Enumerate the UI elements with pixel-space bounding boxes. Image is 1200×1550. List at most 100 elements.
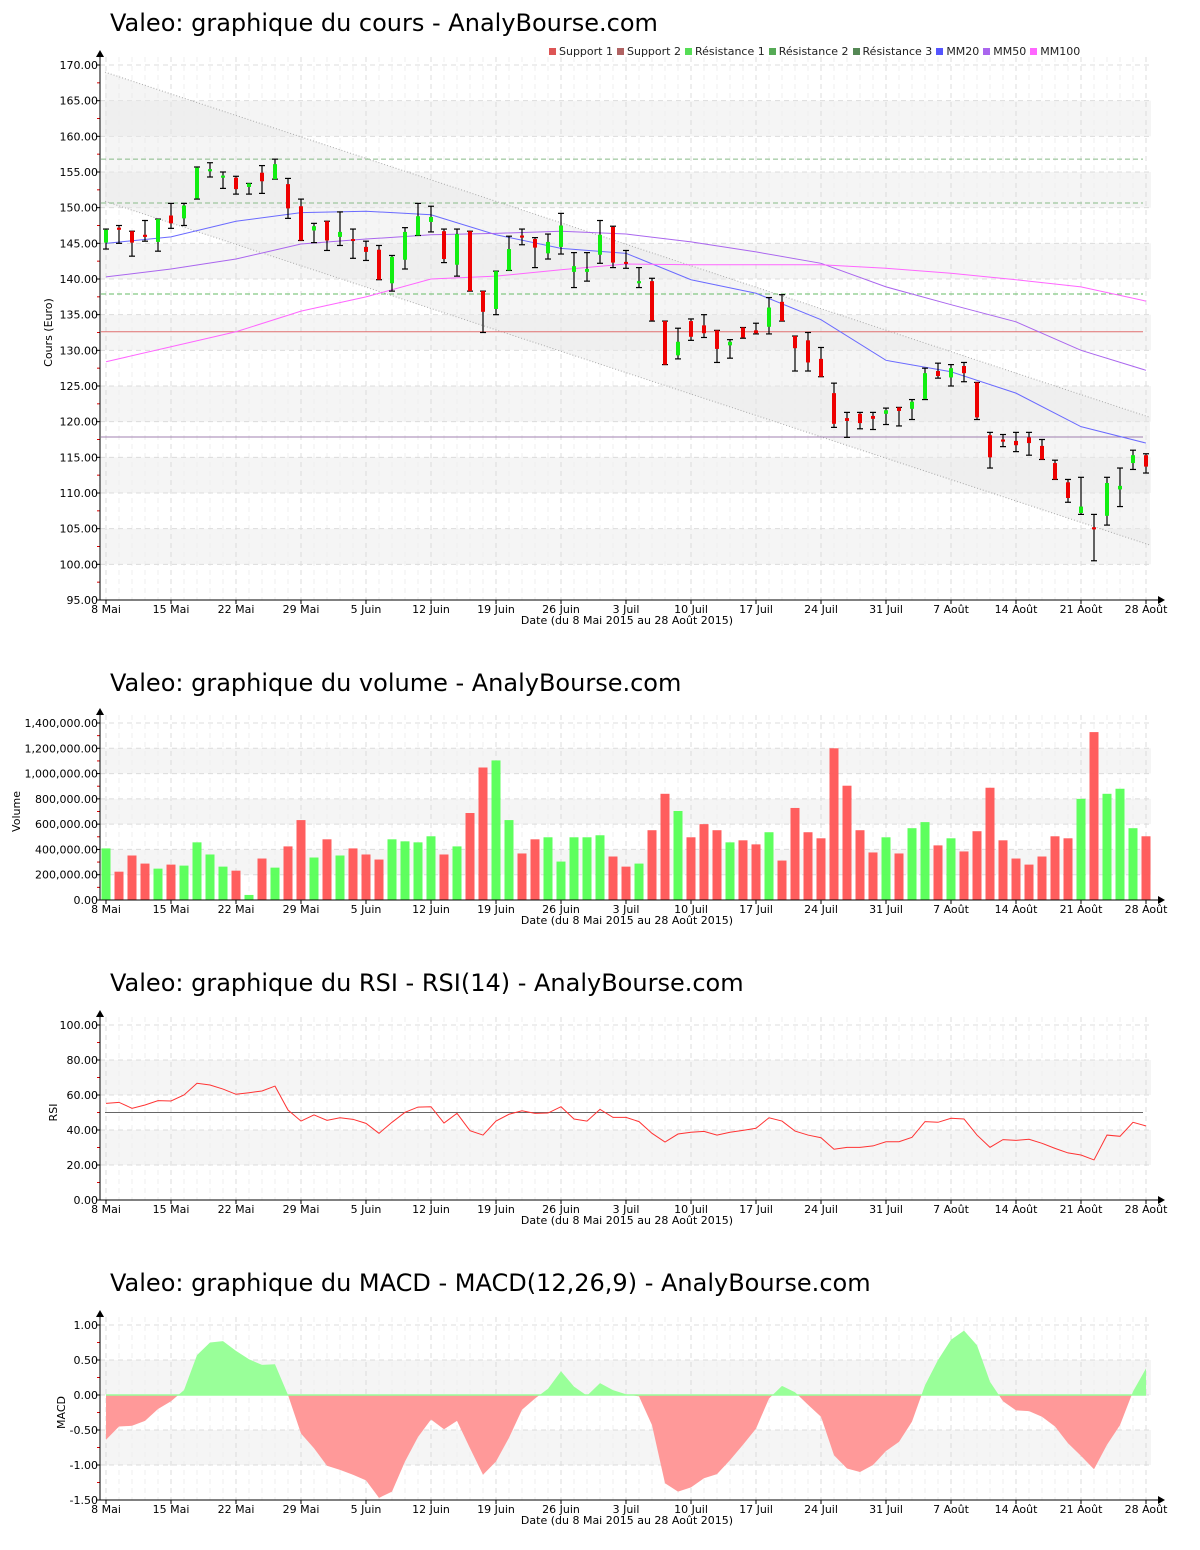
volume-bar <box>1128 828 1138 900</box>
y-axis-label: Volume <box>10 791 23 832</box>
candle <box>506 235 512 272</box>
volume-bar <box>166 864 176 900</box>
candle <box>1117 467 1123 508</box>
volume-bar <box>608 856 618 900</box>
candle-body <box>884 410 888 414</box>
mm50-line <box>105 230 1147 371</box>
candle <box>779 294 785 322</box>
x-tick-label: 7 Août <box>933 603 970 616</box>
candle <box>467 230 473 292</box>
x-tick-label: 29 Mai <box>283 1503 320 1516</box>
candle-body <box>585 269 589 272</box>
x-tick-label: 10 Juil <box>674 903 708 916</box>
candle-body <box>767 307 771 327</box>
volume-bar <box>660 793 670 900</box>
x-axis-label: Date (du 8 Mai 2015 au 28 Août 2015) <box>521 1214 733 1227</box>
volume-bar <box>491 760 501 900</box>
y-tick-label: 140.00 <box>60 273 99 286</box>
volume-bar <box>400 841 410 900</box>
legend-label: MM100 <box>1040 45 1081 58</box>
candle-body <box>637 281 641 284</box>
volume-bar <box>205 854 215 900</box>
candle-body <box>468 231 472 292</box>
candle <box>961 361 967 383</box>
y-tick-label: 150.00 <box>60 202 99 215</box>
x-tick-label: 8 Mai <box>91 903 121 916</box>
candle-body <box>234 177 238 190</box>
x-tick-label: 28 Août <box>1125 1203 1169 1216</box>
candle <box>480 290 486 334</box>
volume-bar <box>439 854 449 900</box>
legend-label: Résistance 2 <box>778 45 849 58</box>
candle <box>259 164 265 194</box>
plot-area <box>101 732 1151 900</box>
x-tick-label: 24 Juil <box>804 1203 838 1216</box>
y-tick-label: 800,000.00 <box>35 793 98 806</box>
candle <box>766 296 772 335</box>
volume-bar <box>829 748 839 900</box>
candle-body <box>611 226 615 263</box>
candle-body <box>754 330 758 334</box>
candle-body <box>286 184 290 209</box>
x-tick-label: 3 Juil <box>613 603 640 616</box>
candle <box>922 367 928 401</box>
candle <box>532 237 538 269</box>
x-tick-label: 15 Mai <box>153 1503 190 1516</box>
candle-body <box>156 219 160 242</box>
x-tick-label: 17 Juil <box>739 1503 773 1516</box>
candle <box>701 314 707 339</box>
price-chart-legend: Support 1 Support 2 Résistance 1 Résista… <box>549 45 1080 58</box>
x-tick-label: 21 Août <box>1060 603 1104 616</box>
rsi-chart-title: Valeo: graphique du RSI - RSI(14) - Anal… <box>110 969 744 997</box>
candle-body <box>1105 483 1109 516</box>
candle <box>272 158 278 180</box>
candle <box>714 329 720 364</box>
candle <box>610 225 616 269</box>
candle-body <box>780 301 784 322</box>
x-axis-arrow <box>1158 896 1165 904</box>
chart-panel-1: 1,400,000.00 1,200,000.00 1,000,000.00 800,… <box>10 708 1168 927</box>
x-tick-label: 17 Juil <box>739 603 773 616</box>
candle <box>168 202 174 229</box>
candle-body <box>897 407 901 411</box>
candle <box>116 224 122 244</box>
candle <box>129 230 135 257</box>
volume-bar <box>764 832 774 900</box>
candle-body <box>1053 463 1057 480</box>
candle-body <box>260 172 264 182</box>
volume-chart-title: Valeo: graphique du volume - AnalyBourse… <box>110 669 682 697</box>
candle-body <box>299 206 303 241</box>
volume-bar <box>699 824 709 900</box>
candle <box>831 382 837 428</box>
x-tick-label: 24 Juil <box>804 603 838 616</box>
volume-bar <box>686 837 696 900</box>
volume-bar <box>322 839 332 900</box>
candle-body <box>143 234 147 237</box>
y-tick-label: 400,000.00 <box>35 843 98 856</box>
candle <box>584 252 590 282</box>
volume-bar <box>504 820 514 900</box>
x-tick-label: 5 Juin <box>351 903 382 916</box>
y-tick-label: 100.00 <box>60 1019 99 1032</box>
volume-bar <box>816 838 826 900</box>
y-axis-label: Cours (Euro) <box>42 298 55 367</box>
legend-label: MM50 <box>993 45 1027 58</box>
plot-area <box>106 1330 1146 1498</box>
candle <box>558 212 564 255</box>
candle-body <box>1066 482 1070 498</box>
candle <box>207 162 213 178</box>
volume-bar <box>1050 836 1060 900</box>
plot-area <box>101 71 1151 562</box>
x-tick-label: 31 Juil <box>869 1503 903 1516</box>
candle-body <box>1001 439 1005 442</box>
volume-bar <box>127 855 137 900</box>
candle-body <box>247 183 251 187</box>
chart-panel-0: 170.00 165.00 160.00 155.00 150.00 145.00 140.… <box>42 50 1168 627</box>
x-tick-label: 22 Mai <box>218 1203 255 1216</box>
volume-bar <box>842 785 852 900</box>
x-axis-label: Date (du 8 Mai 2015 au 28 Août 2015) <box>521 914 733 927</box>
y-tick-label: 120.00 <box>60 416 99 429</box>
volume-bar <box>543 837 553 900</box>
x-tick-label: 31 Juil <box>869 903 903 916</box>
